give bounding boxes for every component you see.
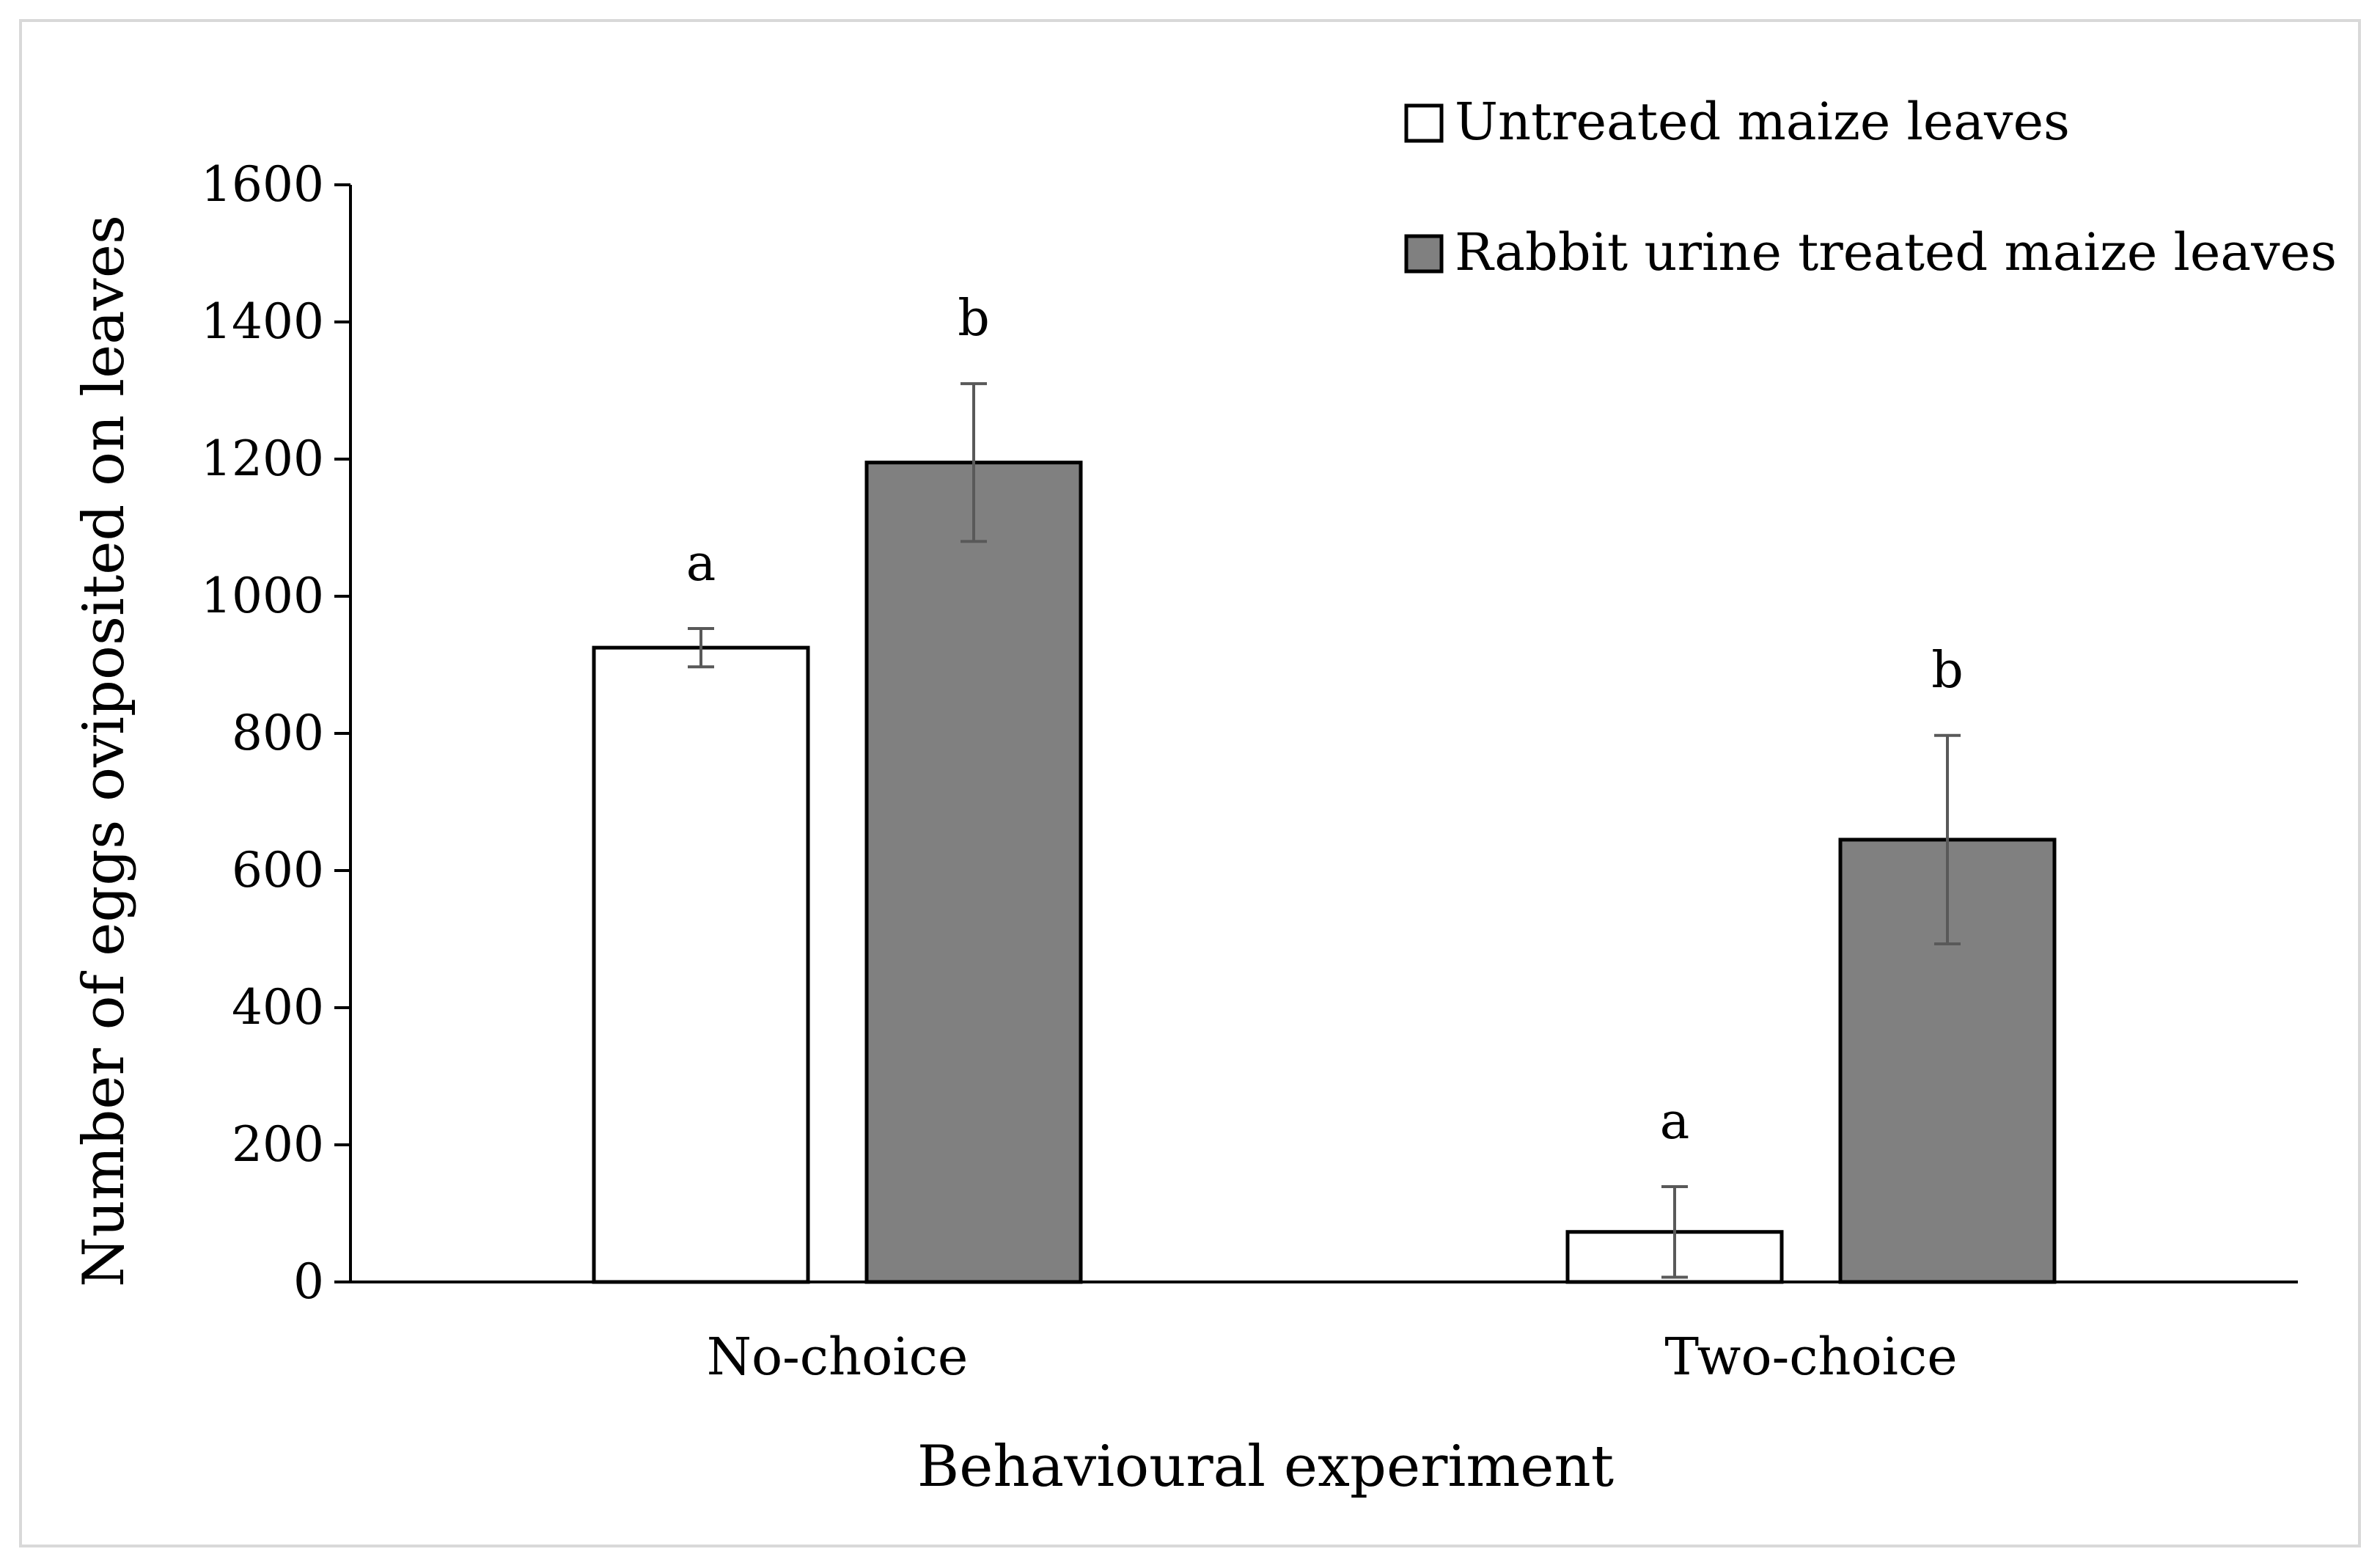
legend-label: Rabbit urine treated maize leaves	[1455, 222, 2337, 282]
bar-chart: 0 200 400 600 800 1000 1200 1400 1600 a b a b No-ch…	[71, 92, 2337, 1500]
legend: Untreated maize leaves Rabbit urine treat…	[1404, 92, 2337, 282]
y-axis: 0 200 400 600 800 1000 1200 1400 1600	[201, 156, 352, 1310]
y-tick-label: 600	[232, 842, 324, 898]
bar-treated	[864, 461, 1083, 1284]
bar-untreated	[592, 645, 810, 1284]
figure-frame: 0 200 400 600 800 1000 1200 1400 1600 a b a b No-ch…	[19, 19, 2361, 1547]
legend-swatch	[1404, 103, 1444, 143]
x-category-label: Two-choice	[1664, 1327, 1957, 1387]
legend-label: Untreated maize leaves	[1455, 92, 2070, 152]
significance-label: b	[958, 290, 990, 348]
x-axis-title: Behavioural experiment	[917, 1434, 1614, 1500]
significance-label: a	[686, 535, 716, 593]
y-axis-title: Number of eggs oviposited on leaves	[71, 215, 137, 1287]
y-tick-label: 1600	[201, 156, 324, 213]
y-tick-label: 800	[232, 705, 324, 761]
y-tick-label: 1200	[201, 431, 324, 487]
y-tick-label: 400	[232, 979, 324, 1036]
bars: a b a b	[592, 290, 2057, 1284]
y-tick-label: 1000	[201, 568, 324, 624]
significance-label: a	[1660, 1093, 1690, 1151]
x-axis: No-choice Two-choice	[350, 1281, 2298, 1387]
y-tick-label: 1400	[201, 293, 324, 350]
legend-swatch	[1404, 234, 1444, 274]
y-tick-label: 200	[232, 1116, 324, 1173]
y-tick-label: 0	[293, 1253, 324, 1310]
x-category-label: No-choice	[707, 1327, 969, 1387]
significance-label: b	[1931, 642, 1964, 700]
